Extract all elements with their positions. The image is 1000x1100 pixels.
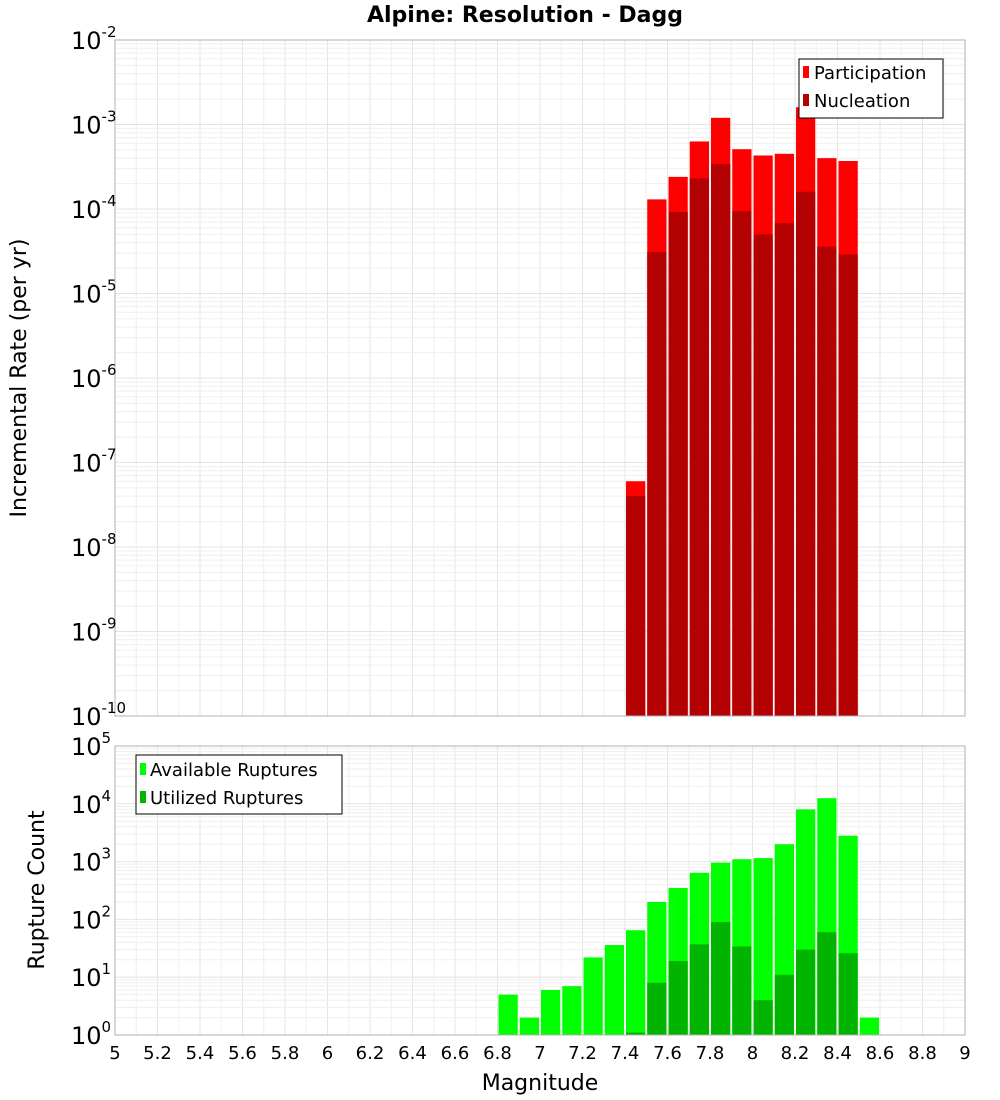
- rupture-bar-b: [668, 961, 688, 1035]
- rupture-bar-a: [753, 858, 773, 1035]
- rupture-bar-a: [604, 945, 624, 1035]
- rupture-bar-b: [647, 982, 667, 1035]
- rate-y-tick-label: 10-4: [71, 192, 117, 224]
- rate-y-tick-label: 10-8: [71, 530, 117, 562]
- x-tick-label: 9: [959, 1043, 970, 1064]
- rate-y-tick-label: 10-7: [71, 446, 117, 478]
- x-tick-label: 6: [322, 1043, 333, 1064]
- rate-y-tick-label: 10-2: [71, 23, 117, 55]
- rate-bar-b: [711, 164, 731, 716]
- rate-bar-b: [774, 223, 794, 716]
- rupture-count-panel: 100 101 102 103 104 105 5 5.2 5.4 5.6 5.8 6 6.2 6.4 6…: [25, 729, 971, 1096]
- rate-bar-b: [668, 212, 688, 716]
- rupture-y-tick-label: 102: [71, 902, 111, 934]
- legend-nucleation-label: Nucleation: [814, 91, 910, 112]
- rate-y-tick-label: 10-6: [71, 361, 117, 393]
- rupture-bar-b: [753, 1000, 773, 1035]
- rupture-bar-a: [626, 930, 646, 1035]
- rate-legend-box: [798, 58, 944, 119]
- rate-y-tick-labels: 10-10 10-9 10-8 10-7 10-6 10-5 10-4 10-3 10-2: [71, 23, 126, 731]
- rupture-bar-b: [796, 949, 816, 1035]
- rupture-bar-b: [774, 974, 794, 1035]
- rupture-bar-b: [626, 1032, 646, 1035]
- x-tick-label: 5.6: [228, 1043, 257, 1064]
- rate-bar-b: [626, 496, 646, 716]
- rupture-bar-b: [732, 946, 752, 1035]
- rate-y-tick-label: 10-10: [71, 699, 126, 731]
- x-tick-label: 6.6: [441, 1043, 470, 1064]
- rate-bar-b: [647, 251, 667, 717]
- rate-y-axis-title: Incremental Rate (per yr): [7, 239, 32, 518]
- rupture-y-tick-label: 103: [71, 845, 111, 877]
- rupture-bars: [498, 798, 879, 1035]
- x-tick-label: 8.2: [781, 1043, 810, 1064]
- legend-available-label: Available Ruptures: [150, 760, 318, 781]
- x-tick-label: 7.2: [568, 1043, 597, 1064]
- rupture-y-tick-label: 101: [71, 960, 111, 992]
- x-tick-label: 7.6: [653, 1043, 682, 1064]
- rupture-y-tick-label: 100: [71, 1018, 111, 1050]
- legend-available-swatch: [140, 763, 146, 775]
- x-tick-label: 6.2: [356, 1043, 385, 1064]
- rupture-bar-a: [541, 990, 561, 1035]
- x-tick-label: 5: [109, 1043, 120, 1064]
- rupture-y-axis-title: Rupture Count: [25, 810, 50, 970]
- x-tick-label: 6.8: [483, 1043, 512, 1064]
- rupture-bar-b: [838, 953, 858, 1035]
- rupture-plot-frame: [114, 745, 966, 1036]
- rate-gridlines: [114, 40, 966, 717]
- rate-y-tick-label: 10-3: [71, 108, 117, 140]
- rate-bar-b: [753, 234, 773, 717]
- rate-bar-b: [796, 191, 816, 717]
- rupture-y-tick-labels: 100 101 102 103 104 105: [71, 729, 111, 1050]
- x-tick-label: 7.8: [696, 1043, 725, 1064]
- legend-utilized-swatch: [140, 791, 146, 803]
- rate-bar-b: [732, 211, 752, 716]
- rate-bars: [626, 107, 858, 717]
- rupture-bar-b: [711, 922, 731, 1035]
- x-tick-label: 8.8: [908, 1043, 937, 1064]
- rate-y-tick-label: 10-5: [71, 277, 117, 309]
- rupture-bar-b: [817, 932, 837, 1035]
- rate-bar-b: [817, 246, 837, 716]
- rate-panel: 10-10 10-9 10-8 10-7 10-6 10-5 10-4 10-3 10-2 In…: [7, 23, 966, 731]
- x-tick-label: 5.8: [271, 1043, 300, 1064]
- rupture-legend: Available Ruptures Utilized Ruptures: [135, 754, 343, 815]
- x-tick-label: 5.4: [186, 1043, 215, 1064]
- rupture-bar-a: [562, 986, 582, 1035]
- x-tick-label: 7.4: [611, 1043, 640, 1064]
- x-tick-label: 8.4: [823, 1043, 852, 1064]
- x-tick-labels: 5 5.2 5.4 5.6 5.8 6 6.2 6.4 6.6 6.8 7 7.2 7.4 7.6 7.8 8…: [109, 1043, 970, 1064]
- rupture-legend-box: [135, 754, 343, 815]
- rupture-bar-a: [498, 994, 518, 1035]
- x-tick-label: 8.6: [866, 1043, 895, 1064]
- x-tick-label: 7: [534, 1043, 545, 1064]
- rupture-bar-b: [689, 944, 709, 1035]
- rate-y-tick-label: 10-9: [71, 615, 117, 647]
- legend-nucleation-swatch: [803, 94, 809, 106]
- legend-utilized-label: Utilized Ruptures: [150, 788, 303, 809]
- rate-legend: Participation Nucleation: [798, 58, 944, 119]
- legend-participation-swatch: [803, 66, 809, 78]
- rate-bar-b: [838, 254, 858, 716]
- rupture-bar-a: [583, 957, 603, 1035]
- rupture-y-tick-label: 105: [71, 729, 111, 761]
- rupture-bar-a: [519, 1017, 539, 1035]
- x-tick-label: 5.2: [143, 1043, 172, 1064]
- rate-bar-b: [689, 178, 709, 717]
- x-axis-title: Magnitude: [482, 1071, 599, 1096]
- legend-participation-label: Participation: [814, 63, 926, 84]
- rupture-y-tick-label: 104: [71, 787, 111, 819]
- rupture-bar-a: [859, 1017, 879, 1035]
- x-tick-label: 8: [747, 1043, 758, 1064]
- chart-title: Alpine: Resolution - Dagg: [367, 3, 683, 28]
- x-tick-label: 6.4: [398, 1043, 427, 1064]
- rate-plot-frame: [114, 39, 966, 717]
